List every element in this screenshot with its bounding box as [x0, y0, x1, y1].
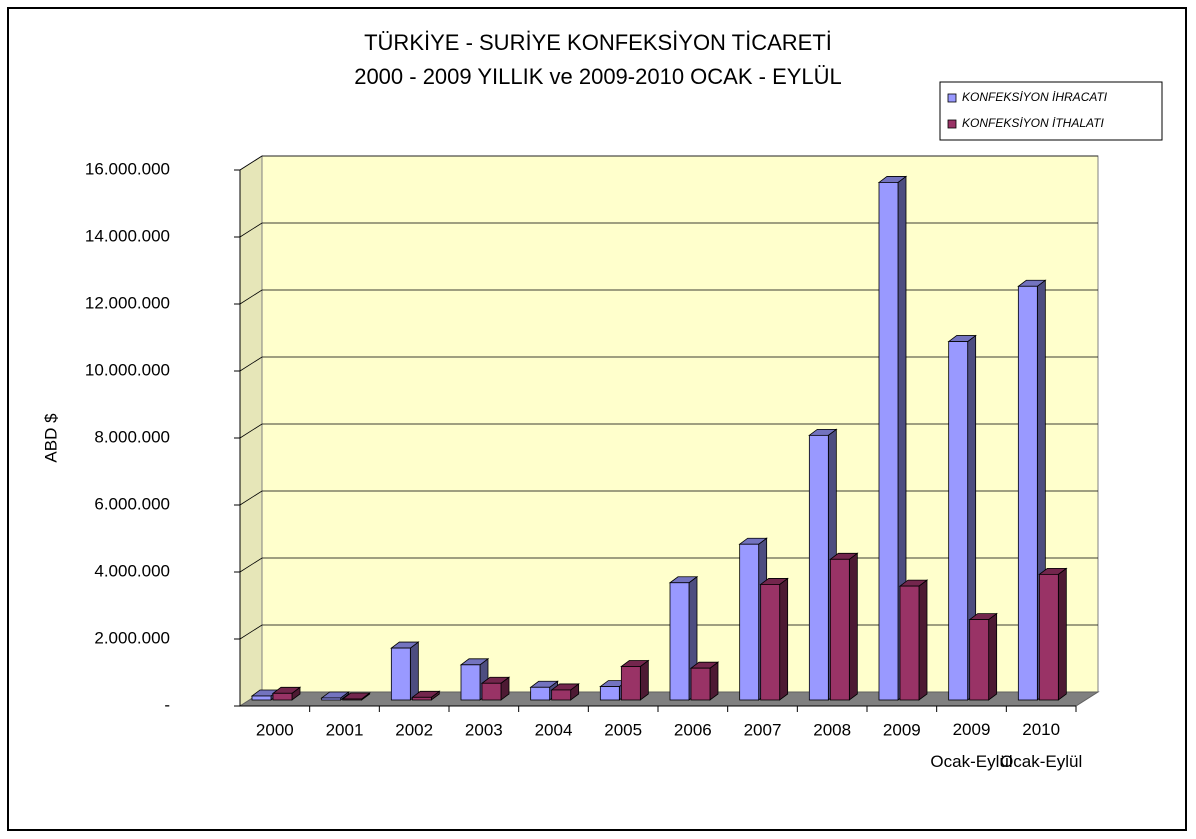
bar	[969, 619, 990, 701]
bar-side	[1057, 567, 1067, 701]
bar	[620, 666, 641, 701]
y-tick-label: 14.000.000	[85, 226, 170, 245]
bar-side	[709, 661, 719, 701]
bar	[948, 341, 969, 701]
bar	[669, 582, 690, 701]
bar	[272, 692, 293, 701]
bar	[251, 695, 272, 701]
bar	[808, 434, 829, 701]
bar	[829, 558, 850, 701]
grid-line	[239, 423, 1098, 439]
y-tick-label: 16.000.000	[85, 159, 170, 178]
bar	[411, 696, 432, 701]
bar-side	[779, 577, 789, 701]
x-tick-label: 2010 Ocak-Eylül	[1000, 720, 1082, 771]
x-tick-label: 2006	[674, 720, 712, 739]
y-tick-label: 2.000.000	[94, 628, 170, 647]
y-axis-label: ABD $	[41, 413, 60, 463]
bar	[739, 543, 760, 701]
bar	[899, 585, 920, 701]
bar	[551, 689, 572, 701]
x-tick-label: 2005	[604, 720, 642, 739]
legend-box	[939, 81, 1163, 141]
bar	[690, 667, 711, 701]
y-tick-label: -	[164, 695, 170, 714]
bar-side	[918, 579, 928, 701]
x-tick-line: Ocak-Eylül	[1000, 752, 1082, 771]
y-tick-label: 8.000.000	[94, 427, 170, 446]
bar	[599, 686, 620, 701]
grid-line	[239, 289, 1098, 305]
bar-side	[409, 641, 419, 701]
legend-swatch	[947, 119, 957, 129]
x-tick-label: 2001	[326, 720, 364, 739]
y-tick-label: 6.000.000	[94, 494, 170, 513]
x-tick-label: 2003	[465, 720, 503, 739]
bar	[390, 647, 411, 701]
bar	[481, 682, 502, 701]
x-tick-line: 2009	[953, 720, 991, 739]
x-tick-label: 2000	[256, 720, 294, 739]
bar	[460, 664, 481, 701]
x-tick-label: 2009	[883, 720, 921, 739]
legend-swatch	[947, 93, 957, 103]
bar	[760, 584, 781, 701]
x-tick-label: 2009 Ocak-Eylül	[930, 720, 1012, 771]
x-tick-line: 2010	[1022, 720, 1060, 739]
bar-side	[848, 552, 858, 701]
y-tick-label: 4.000.000	[94, 561, 170, 580]
bar	[1017, 285, 1038, 701]
grid-line	[239, 222, 1098, 238]
bar	[878, 182, 899, 701]
x-tick-label: 2004	[535, 720, 573, 739]
x-tick-line: Ocak-Eylül	[930, 752, 1012, 771]
legend-label: KONFEKSİYON İTHALATI	[962, 116, 1104, 130]
bar	[342, 698, 363, 701]
bar	[1038, 573, 1059, 701]
legend-label: KONFEKSİYON İHRACATI	[962, 90, 1108, 104]
bar-side	[639, 659, 649, 701]
grid-line	[239, 356, 1098, 372]
bar	[321, 697, 342, 701]
chart-subtitle: 2000 - 2009 YILLIK ve 2009-2010 OCAK - E…	[354, 64, 842, 89]
chart-title: TÜRKİYE - SURİYE KONFEKSİYON TİCARETİ	[364, 30, 832, 55]
grid-line	[239, 155, 1098, 171]
x-tick-label: 2008	[813, 720, 851, 739]
y-tick-label: 10.000.000	[85, 360, 170, 379]
bar-side	[988, 612, 998, 701]
x-tick-label: 2007	[744, 720, 782, 739]
y-tick-label: 12.000.000	[85, 293, 170, 312]
x-tick-label: 2002	[395, 720, 433, 739]
bar	[530, 686, 551, 701]
